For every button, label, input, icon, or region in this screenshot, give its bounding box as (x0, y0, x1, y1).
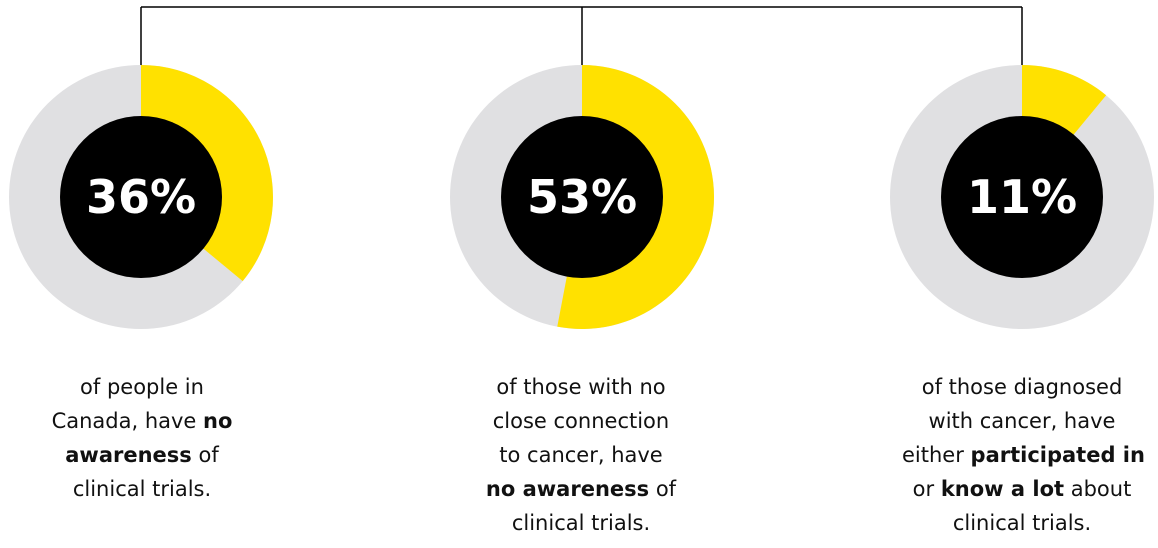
caption-line: with cancer, have (902, 404, 1142, 438)
caption-text: clinical trials. (72, 477, 212, 501)
caption-text: of those diagnosed (921, 375, 1123, 399)
caption-line: or know a lot about (902, 472, 1142, 506)
donut-2: 11% (890, 64, 1154, 329)
caption-text: of (649, 477, 677, 501)
caption-line: of those diagnosed (902, 370, 1142, 404)
caption-line: awareness of (22, 438, 262, 472)
caption-text: of (191, 443, 219, 467)
caption-text: clinical trials. (511, 511, 651, 535)
caption-emphasis: no awareness (485, 477, 650, 501)
percentage-label: 53% (527, 170, 637, 224)
donut-1: 53% (450, 65, 715, 329)
caption-text: about (1064, 477, 1132, 501)
percentage-label: 11% (967, 170, 1077, 224)
donut-center (501, 116, 663, 278)
caption-text: with cancer, have (928, 409, 1116, 433)
percentage-label: 36% (86, 170, 196, 224)
caption-line: to cancer, have (461, 438, 701, 472)
caption-people-in-canada: of people in Canada, have no awareness of c… (22, 370, 262, 506)
caption-line: Canada, have no (22, 404, 262, 438)
caption-line: of those with no (461, 370, 701, 404)
donut-charts: 36% 53% 11% (9, 64, 1154, 329)
caption-line: clinical trials. (22, 472, 262, 506)
caption-text: of those with no (496, 375, 666, 399)
donut-center (941, 116, 1103, 278)
caption-line: clinical trials. (461, 506, 701, 540)
caption-line: no awareness of (461, 472, 701, 506)
caption-text: either (902, 443, 971, 467)
donut-0: 36% (9, 65, 274, 329)
caption-line: close connection (461, 404, 701, 438)
caption-emphasis: no (203, 409, 233, 433)
caption-line: clinical trials. (902, 506, 1142, 540)
caption-text: of people in (80, 375, 204, 399)
caption-text: clinical trials. (952, 511, 1092, 535)
caption-emphasis: know a lot (940, 477, 1065, 501)
caption-text: Canada, have (51, 409, 204, 433)
caption-emphasis: participated in (970, 443, 1145, 467)
caption-line: of people in (22, 370, 262, 404)
caption-emphasis: awareness (65, 443, 192, 467)
caption-text: to cancer, have (499, 443, 663, 467)
caption-diagnosed-with-cancer: of those diagnosed with cancer, have eithe… (902, 370, 1145, 540)
connector-lines (140, 6, 1023, 65)
caption-text: or (912, 477, 941, 501)
donut-center (60, 116, 222, 278)
caption-no-close-connection: of those with no close connection to cance… (461, 370, 701, 540)
caption-line: either participated in (902, 438, 1145, 472)
caption-text: close connection (492, 409, 670, 433)
